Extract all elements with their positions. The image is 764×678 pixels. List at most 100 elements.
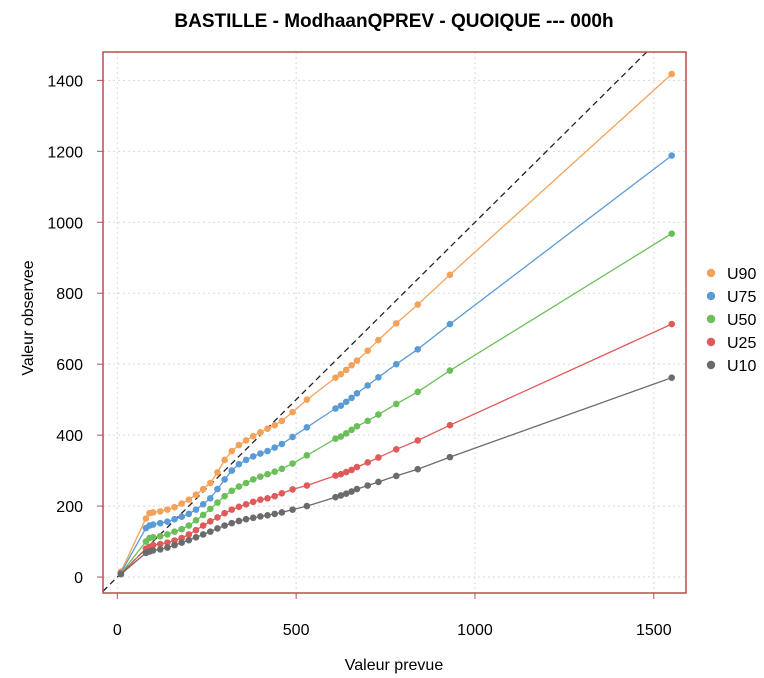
y-tick-label: 200 bbox=[56, 499, 83, 516]
data-point bbox=[668, 70, 675, 78]
y-tick-label: 600 bbox=[56, 357, 83, 374]
data-point bbox=[364, 382, 371, 389]
data-point bbox=[228, 467, 236, 474]
data-point bbox=[353, 357, 361, 364]
data-point bbox=[228, 506, 236, 513]
data-point bbox=[375, 478, 382, 486]
data-point bbox=[149, 534, 157, 541]
data-point bbox=[117, 570, 125, 578]
data-point bbox=[289, 486, 296, 493]
data-point bbox=[242, 437, 250, 444]
data-point bbox=[353, 389, 361, 397]
data-point bbox=[392, 446, 400, 453]
legend-label: U90 bbox=[727, 266, 756, 283]
data-point bbox=[149, 509, 157, 516]
data-point bbox=[278, 417, 286, 425]
data-point bbox=[192, 526, 200, 534]
data-point bbox=[348, 361, 355, 369]
data-point bbox=[214, 499, 221, 506]
data-point bbox=[149, 547, 157, 554]
data-point bbox=[342, 366, 350, 374]
data-point bbox=[235, 503, 243, 511]
data-point bbox=[289, 460, 296, 467]
data-point bbox=[337, 492, 345, 499]
data-point bbox=[171, 503, 178, 511]
data-point bbox=[214, 525, 221, 532]
data-point bbox=[337, 402, 345, 409]
data-point bbox=[271, 468, 278, 475]
y-tick-label: 1000 bbox=[47, 215, 83, 232]
data-point bbox=[353, 485, 361, 493]
data-point bbox=[214, 514, 221, 521]
data-point bbox=[228, 447, 236, 455]
legend-marker bbox=[706, 314, 716, 324]
x-tick-label: 1000 bbox=[457, 622, 493, 639]
data-point bbox=[235, 460, 243, 468]
data-point bbox=[278, 465, 286, 473]
data-point bbox=[199, 501, 207, 508]
data-point bbox=[207, 528, 214, 535]
data-point bbox=[668, 230, 675, 237]
data-point bbox=[185, 522, 193, 529]
series-U90 bbox=[117, 70, 675, 576]
data-point bbox=[342, 398, 350, 406]
data-point bbox=[185, 510, 193, 518]
legend-marker bbox=[706, 360, 716, 370]
legend-label: U50 bbox=[727, 312, 756, 329]
data-point bbox=[178, 539, 185, 546]
data-point bbox=[348, 394, 355, 402]
data-point bbox=[207, 494, 214, 502]
data-point bbox=[446, 320, 454, 328]
data-point bbox=[164, 518, 171, 525]
data-point bbox=[342, 430, 350, 437]
data-point bbox=[249, 498, 257, 506]
data-point bbox=[446, 367, 454, 374]
legend-label: U10 bbox=[727, 358, 756, 375]
data-point bbox=[242, 501, 250, 508]
data-point bbox=[185, 496, 193, 503]
data-point bbox=[375, 374, 382, 381]
data-point bbox=[192, 516, 200, 524]
legend-item-U75: U75 bbox=[706, 289, 756, 306]
legend: U90 U75 U50 U25 U10 bbox=[706, 266, 756, 375]
data-point bbox=[249, 514, 257, 522]
data-point bbox=[142, 515, 150, 522]
data-point bbox=[221, 492, 228, 500]
data-point bbox=[214, 469, 221, 476]
data-point bbox=[353, 463, 361, 471]
data-point bbox=[303, 452, 311, 459]
legend-label: U25 bbox=[727, 335, 756, 352]
data-point bbox=[164, 531, 171, 538]
data-point bbox=[242, 456, 250, 464]
data-point bbox=[257, 428, 264, 436]
data-point bbox=[278, 509, 286, 516]
data-point bbox=[156, 540, 164, 548]
data-point bbox=[156, 519, 164, 527]
series-U10 bbox=[117, 374, 675, 578]
reference-line bbox=[102, 51, 648, 592]
data-point bbox=[221, 522, 228, 529]
data-point bbox=[332, 374, 339, 381]
data-point bbox=[668, 374, 675, 381]
data-point bbox=[221, 509, 228, 517]
data-point bbox=[257, 450, 264, 457]
data-point bbox=[392, 360, 400, 368]
data-point bbox=[332, 472, 339, 479]
data-point bbox=[164, 539, 171, 546]
data-point bbox=[185, 531, 193, 538]
data-point bbox=[207, 479, 214, 487]
data-point bbox=[337, 433, 345, 440]
data-point bbox=[364, 459, 371, 466]
series-U25 bbox=[117, 320, 675, 578]
data-point bbox=[228, 487, 236, 495]
data-point bbox=[178, 513, 185, 521]
data-point bbox=[264, 470, 271, 478]
x-tick-label: 500 bbox=[283, 622, 310, 639]
data-point bbox=[332, 405, 339, 412]
data-point bbox=[303, 424, 311, 431]
data-point bbox=[207, 505, 214, 513]
series-U75 bbox=[117, 152, 675, 577]
data-point bbox=[249, 432, 257, 440]
data-point bbox=[348, 466, 355, 474]
